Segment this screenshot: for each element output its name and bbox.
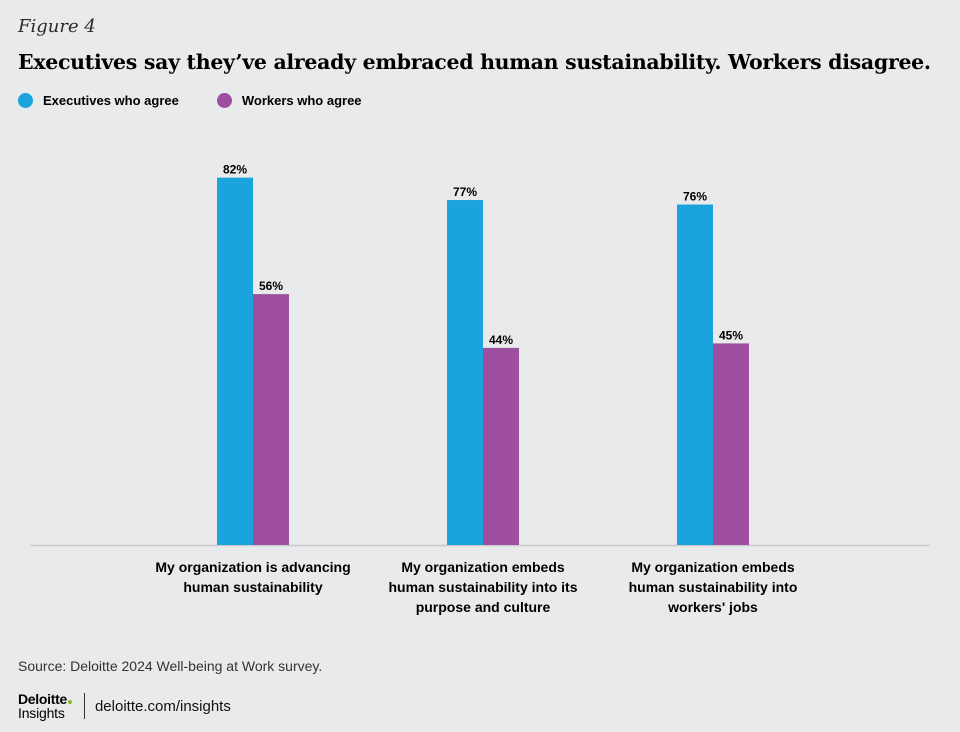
legend-swatch-workers [216, 92, 232, 108]
logo-text: Deloitte [18, 691, 67, 707]
bar-executives-who-agree-3 [677, 204, 713, 545]
legend-label-workers: Workers who agree [241, 92, 362, 108]
legend: Executives who agree Workers who agree [18, 90, 400, 110]
category-label-2: My organization embeds human sustainabili… [388, 559, 577, 615]
category-label-3: My organization embeds human sustainabili… [629, 559, 798, 615]
figure-label: Figure 4 [18, 16, 96, 37]
deloitte-insights-logo: Deloitte Insights [18, 692, 72, 720]
category-label-1: My organization is advancing human sustai… [155, 559, 350, 595]
data-label-executives-who-agree-1: 82% [223, 163, 247, 177]
bar-executives-who-agree-1 [217, 177, 253, 545]
legend-item-workers: Workers who agree [216, 92, 362, 108]
footer: Deloitte Insights deloitte.com/insights [18, 692, 231, 720]
legend-label-executives: Executives who agree [43, 92, 179, 108]
bar-chart: 82% 77% 76% 56% 44% 45% My organization is adv… [30, 163, 930, 615]
bar-workers-who-agree-2 [483, 347, 519, 545]
footer-divider [83, 693, 85, 719]
source-note: Source: Deloitte 2024 Well-being at Work… [18, 658, 323, 674]
logo-green-dot [67, 700, 72, 704]
data-label-executives-who-agree-3: 76% [683, 190, 707, 204]
bar-workers-who-agree-1 [253, 294, 289, 545]
data-label-workers-who-agree-3: 45% [719, 328, 743, 342]
footer-url-link[interactable]: deloitte.com/insights [94, 697, 231, 715]
legend-swatch-executives [18, 92, 33, 108]
legend-item-executives: Executives who agree [18, 92, 179, 108]
data-label-executives-who-agree-2: 77% [453, 185, 477, 199]
bar-executives-who-agree-2 [447, 200, 483, 546]
chart-title: Executives say they’ve already embraced … [18, 50, 931, 74]
data-label-workers-who-agree-1: 56% [259, 279, 283, 293]
data-label-workers-who-agree-2: 44% [489, 333, 513, 347]
bar-workers-who-agree-3 [713, 343, 749, 545]
logo-subtext: Insights [18, 705, 65, 721]
